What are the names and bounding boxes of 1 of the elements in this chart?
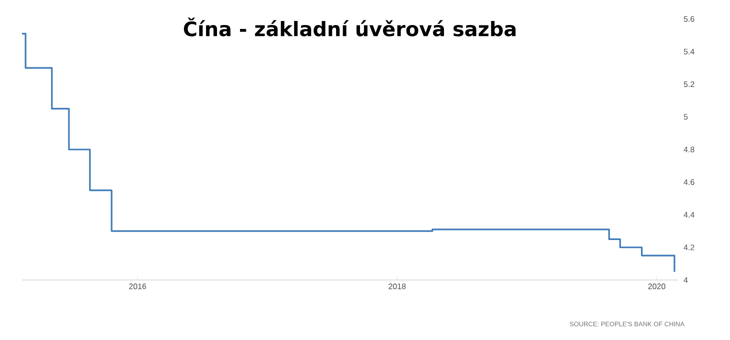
chart-title: Čína - základní úvěrová sazba [184,18,516,36]
